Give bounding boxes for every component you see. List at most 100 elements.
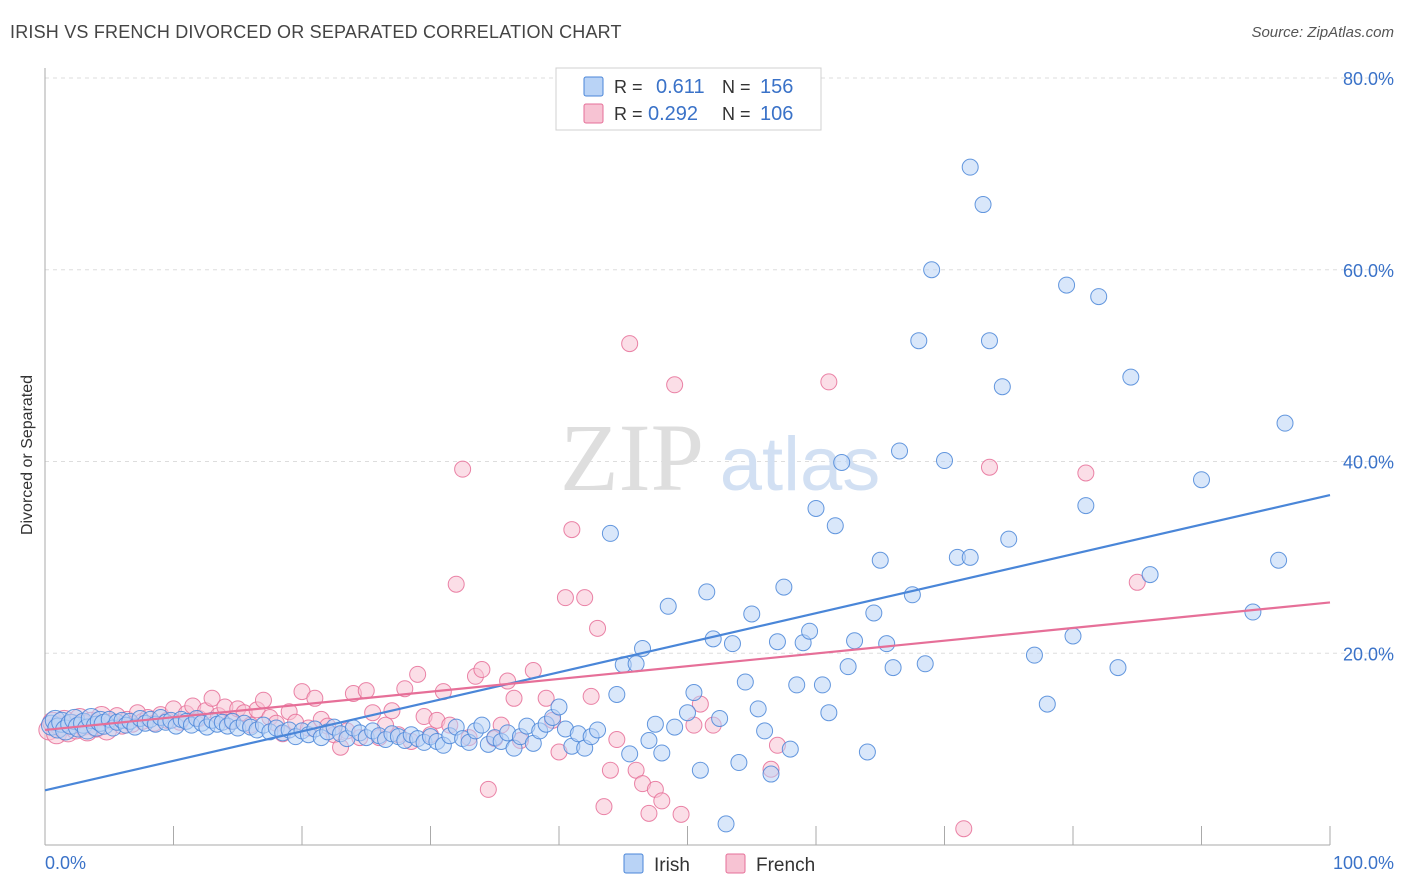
- bottom-legend-swatch-irish: [623, 853, 644, 874]
- irish-trend-line: [44, 493, 1331, 792]
- irish-point-78: [473, 716, 491, 734]
- irish-point-165: [961, 548, 979, 566]
- irish-point-125: [788, 676, 806, 694]
- irish-point-116: [730, 754, 748, 772]
- irish-point-138: [878, 635, 896, 653]
- y-tick-label-80: 80.0%: [1343, 69, 1394, 89]
- legend-swatch-french: [583, 103, 604, 124]
- watermark-atlas: atlas: [720, 422, 881, 507]
- french-point-88: [582, 687, 600, 705]
- french-point-32: [203, 689, 221, 707]
- trend-lines: [44, 493, 1331, 792]
- irish-point-163: [1270, 551, 1288, 569]
- french-point-109: [1077, 464, 1095, 482]
- x-ticks: [44, 826, 1331, 845]
- irish-point-133: [839, 658, 857, 676]
- irish-point-155: [1064, 627, 1082, 645]
- irish-point-109: [685, 684, 703, 702]
- irish-points: [40, 158, 1294, 833]
- bottom-legend-label-irish: Irish: [654, 855, 690, 876]
- french-point-56: [357, 682, 375, 700]
- irish-point-137: [871, 551, 889, 569]
- irish-point-152: [1025, 646, 1043, 664]
- irish-point-107: [666, 718, 684, 736]
- french-point-40: [254, 691, 272, 709]
- irish-point-142: [910, 332, 928, 350]
- irish-point-100: [621, 745, 639, 763]
- irish-point-103: [640, 731, 658, 749]
- french-point-91: [601, 761, 619, 779]
- watermark-zip: ZIP: [560, 404, 704, 511]
- legend-swatch-irish: [583, 76, 604, 97]
- irish-point-161: [1193, 471, 1210, 489]
- irish-point-143: [916, 655, 934, 673]
- french-point-96: [640, 804, 658, 822]
- irish-point-101: [627, 655, 645, 673]
- x-tick-label-max: 100.0%: [1333, 853, 1394, 873]
- irish-point-97: [601, 524, 619, 542]
- irish-point-140: [891, 442, 909, 460]
- french-point-89: [589, 619, 607, 637]
- french-point-106: [820, 373, 838, 391]
- french-point-74: [473, 661, 491, 679]
- french-point-92: [608, 731, 626, 749]
- irish-point-106: [659, 597, 677, 615]
- irish-point-115: [723, 635, 741, 653]
- legend-n-value-french: 106: [760, 103, 793, 125]
- french-point-70: [447, 575, 465, 593]
- irish-point-131: [826, 517, 844, 535]
- irish-point-151: [1000, 530, 1018, 548]
- irish-point-105: [653, 744, 671, 762]
- irish-point-144: [923, 261, 941, 279]
- french-point-82: [537, 689, 555, 707]
- legend-n-value-irish: 156: [760, 76, 793, 98]
- irish-point-148: [974, 196, 992, 214]
- legend-n-label-irish: N =: [722, 77, 751, 97]
- french-point-90: [595, 798, 613, 816]
- french-trend-line: [44, 601, 1331, 732]
- chart-source: Source: ZipAtlas.com: [1251, 24, 1394, 41]
- french-point-86: [563, 521, 581, 539]
- legend-n-label-french: N =: [722, 104, 751, 124]
- irish-point-117: [736, 673, 754, 691]
- french-point-98: [653, 792, 671, 810]
- french-point-85: [556, 589, 574, 607]
- irish-point-127: [801, 622, 819, 640]
- irish-point-149: [980, 332, 998, 350]
- irish-point-159: [1122, 368, 1140, 386]
- irish-point-129: [813, 676, 831, 694]
- irish-point-111: [698, 583, 716, 601]
- french-point-64: [409, 665, 427, 683]
- french-point-79: [505, 689, 523, 707]
- irish-point-121: [762, 765, 780, 783]
- irish-point-154: [1058, 276, 1076, 294]
- french-point-107: [955, 820, 973, 838]
- irish-point-108: [679, 704, 696, 722]
- y-tick-label-40: 40.0%: [1343, 453, 1394, 473]
- irish-point-130: [820, 704, 838, 722]
- irish-point-153: [1038, 695, 1056, 713]
- irish-point-164: [1276, 414, 1294, 432]
- legend-r-value-irish: 0.611: [656, 76, 705, 98]
- bottom-legend-swatch-french: [725, 853, 746, 874]
- french-point-75: [479, 780, 497, 798]
- irish-point-123: [775, 578, 793, 596]
- legend-r-label-irish: R =: [614, 77, 643, 97]
- irish-point-118: [743, 605, 761, 623]
- irish-point-145: [936, 452, 953, 470]
- irish-point-135: [858, 743, 876, 761]
- irish-point-160: [1141, 566, 1159, 584]
- irish-point-122: [768, 633, 786, 651]
- irish-point-96: [589, 721, 607, 739]
- irish-point-114: [717, 815, 735, 833]
- irish-point-139: [884, 659, 902, 677]
- irish-point-147: [961, 158, 979, 176]
- irish-point-128: [807, 499, 825, 517]
- legend-r-value-french: 0.292: [648, 103, 698, 125]
- irish-point-119: [749, 700, 767, 718]
- irish-point-162: [1244, 603, 1262, 621]
- gridlines: [45, 77, 1392, 654]
- x-tick-label-min: 0.0%: [45, 853, 86, 873]
- chart-title: IRISH VS FRENCH DIVORCED OR SEPARATED CO…: [10, 22, 622, 42]
